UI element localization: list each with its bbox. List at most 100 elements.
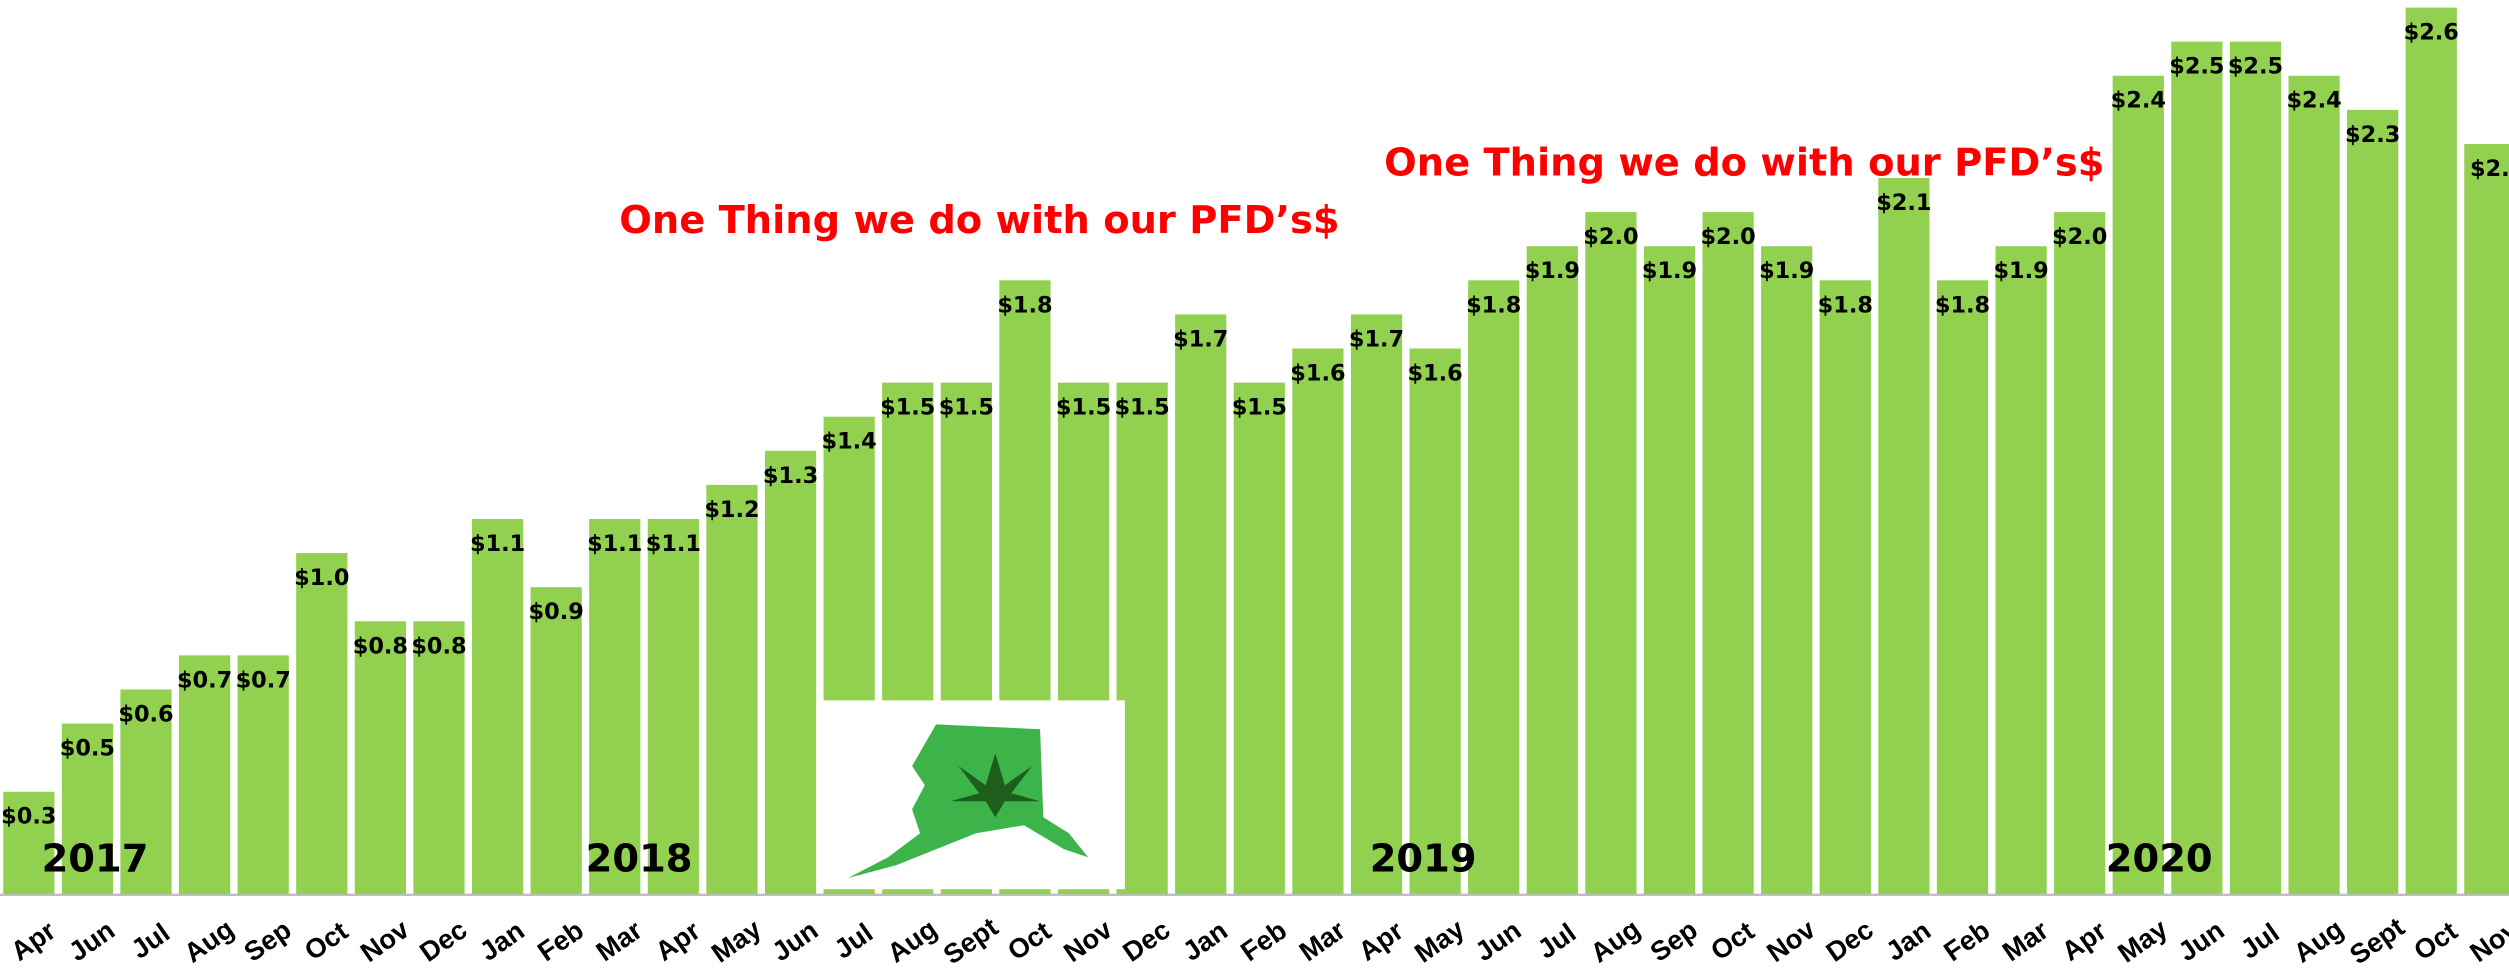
bar [1526,246,1578,895]
value-label: $1.6 [1290,361,1345,387]
x-tick-label: Nov [355,913,415,968]
bar [1468,280,1520,895]
value-label: $1.8 [1818,292,1873,318]
x-tick-label: Nov [2464,913,2509,968]
x-tick-label: Jul [1531,917,1581,965]
x-tick-label: Oct [2408,915,2463,966]
x-tick-label: Feb [1235,914,1292,967]
value-label: $2.1 [1876,190,1931,216]
bar [764,450,817,895]
x-tick-label: Jun [63,914,120,967]
value-label: $1.8 [997,292,1052,318]
bar [1409,348,1461,895]
x-tick-label: Feb [1938,914,1995,967]
value-label: $1.9 [1525,258,1580,284]
x-tick-label: Nov [1761,913,1821,968]
x-tick-label: Oct [1705,915,1760,966]
value-label: $2.3 [2345,122,2400,148]
value-label: $1.1 [587,531,642,557]
x-tick-label: Apr [1353,914,1409,966]
bar [2347,109,2399,895]
bar [2112,75,2164,895]
x-tick-label: Mar [1997,914,2055,967]
bar [1292,348,1344,895]
bar [1878,178,1930,895]
value-label: $2.0 [1583,224,1638,250]
bar [296,553,348,895]
value-label: $1.8 [1466,292,1521,318]
x-tick-label: Sept [937,911,1003,970]
value-label: $0.3 [1,804,56,830]
x-tick-label: Sep [1644,914,1703,968]
bar [530,587,582,895]
annotation: One Thing we do with our PFD’s$ [619,198,1339,243]
value-label: $0.8 [353,633,408,659]
x-tick-label: Oct [298,915,353,966]
x-tick-label: Jun [2172,914,2229,967]
x-tick-label: Jun [1469,914,1526,967]
x-tick-label: Jun [766,914,823,967]
x-tick-label: Jul [828,917,878,965]
bar [237,655,289,895]
year-label: 2020 [2106,837,2213,882]
bar [1702,212,1754,895]
bar [706,484,758,895]
value-label: $1.6 [1407,361,1462,387]
alaska-shape [848,724,1089,879]
x-tick-label: May [2112,913,2173,969]
x-tick-label: Nov [1058,913,1118,968]
bar [1995,246,2047,895]
bar [1116,382,1168,895]
bar [2288,75,2340,895]
x-tick-label: May [1409,913,1470,969]
bar [1233,382,1285,895]
value-label: $1.8 [1935,292,1990,318]
bar [589,518,641,895]
value-label: $1.9 [1759,258,1814,284]
bar [1350,314,1403,895]
x-tick-label: Sept [2344,911,2410,970]
x-tick-label: Jan [1880,915,1936,967]
x-tick-label: Apr [5,914,61,966]
bar [1936,280,1989,895]
bar [471,518,524,895]
value-label: $1.5 [1056,395,1111,421]
bar [2229,41,2282,895]
value-label: $2.5 [2228,54,2283,80]
x-tick-label: Apr [649,914,705,966]
x-tick-label: Aug [2288,913,2349,969]
x-tick-label: Dec [1820,914,1879,968]
value-label: $1.5 [880,395,935,421]
x-tick-label: Sep [238,914,297,968]
year-label: 2017 [42,837,149,882]
value-label: $1.1 [646,531,701,557]
value-label: $1.9 [1642,258,1697,284]
value-label: $1.5 [1115,395,1170,421]
year-label: 2018 [586,837,693,882]
value-label: $0.8 [411,633,466,659]
bar [1643,246,1696,895]
bar [413,621,465,895]
x-tick-label: Apr [2056,914,2112,966]
annotation: One Thing we do with our PFD’s$ [1384,141,2104,186]
x-tick-label: Feb [532,914,589,967]
bar [1175,314,1227,895]
x-tick-label: Jul [125,917,175,965]
x-tick-label: Aug [178,913,239,969]
value-label: $1.4 [822,429,877,455]
x-tick-label: Jul [2235,917,2285,965]
x-tick-label: Aug [881,913,942,969]
x-tick-label: May [706,913,767,969]
x-tick-label: Jan [1177,915,1233,967]
x-tick-label: Mar [1293,914,1351,967]
value-label: $0.9 [529,599,584,625]
bar [2405,7,2457,895]
x-tick-label: Aug [1585,913,1646,969]
bar [1585,212,1637,895]
value-label: $2.4 [2111,88,2166,114]
bar [120,689,172,895]
alaska-image [817,700,1125,890]
value-label: $2. [2470,156,2509,182]
